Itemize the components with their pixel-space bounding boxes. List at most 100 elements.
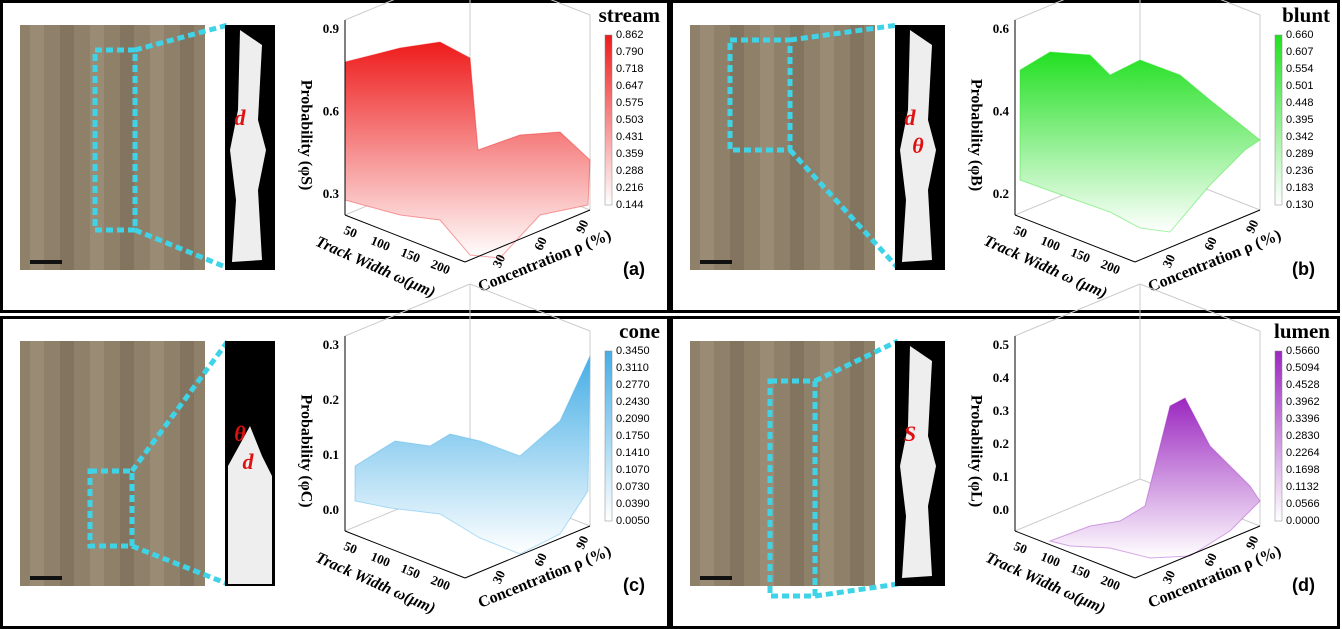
- x-tick-label: 100: [1039, 549, 1063, 570]
- x-tick-label: 200: [1099, 572, 1123, 593]
- mask-label: d: [905, 105, 917, 130]
- x-tick-label: 150: [1069, 560, 1093, 581]
- mask-shape: [900, 30, 936, 262]
- colorbar: [604, 350, 613, 522]
- panel-tag: (d): [1292, 575, 1315, 595]
- mask-label: θ: [234, 421, 246, 446]
- z-tick-label: 0.6: [993, 21, 1010, 36]
- x-tick-label: 100: [1039, 233, 1063, 254]
- colorbar-label: 0.2264: [1286, 447, 1320, 459]
- panel-border: [670, 316, 1340, 629]
- selection-box: [87, 468, 135, 549]
- cell-stripe: [180, 341, 194, 586]
- colorbar: [1274, 350, 1283, 522]
- zoom-line: [129, 339, 231, 473]
- colorbar-label: 0.2090: [616, 413, 650, 425]
- box-edge: [1139, 283, 1261, 332]
- micrograph: [690, 338, 900, 599]
- z-tick-label: 0.3: [323, 186, 340, 201]
- y-tick-label: 60: [531, 551, 550, 569]
- panel-tag: (a): [623, 259, 645, 279]
- x-axis: [344, 530, 466, 579]
- z-tick-label: 0.0: [993, 502, 1009, 517]
- cell-stripe: [30, 341, 44, 586]
- z-tick-label: 0.4: [993, 103, 1010, 118]
- box-edge: [1220, 0, 1261, 16]
- colorbar-label: 0.2830: [1286, 430, 1320, 442]
- zoom-line: [814, 581, 899, 599]
- z-tick-label: 0.1: [323, 447, 339, 462]
- z-tick-label: 0.5: [993, 337, 1010, 352]
- mask-label: d: [243, 449, 255, 474]
- surface: [344, 41, 591, 259]
- micrograph-bg: [20, 25, 205, 270]
- z-tick-label: 0.2: [323, 392, 339, 407]
- colorbar-label: 0.4528: [1286, 379, 1320, 391]
- y-axis: [464, 525, 591, 579]
- cell-stripe: [820, 341, 834, 586]
- x-axis: [344, 214, 466, 263]
- colorbar-label: 0.3110: [616, 362, 649, 374]
- colorbar-label: 0.501: [1286, 80, 1314, 92]
- x-tick-label: 100: [369, 233, 393, 254]
- cell-stripe: [760, 341, 774, 586]
- cell-stripe: [60, 341, 74, 586]
- y-tick-label: 30: [1159, 568, 1178, 586]
- colorbar-label: 0.3962: [1286, 396, 1320, 408]
- colorbar-label: 0.554: [1286, 63, 1314, 75]
- z-tick-label: 0.9: [323, 21, 340, 36]
- box-edge: [550, 0, 591, 16]
- x-tick-label: 150: [1069, 244, 1093, 265]
- colorbar-label: 0.289: [1286, 148, 1314, 160]
- colorbar-label: 0.718: [616, 63, 644, 75]
- z-tick-label: 0.2: [993, 436, 1009, 451]
- colorbar-label: 0.431: [616, 131, 644, 143]
- y-axis: [1134, 525, 1261, 579]
- micrograph: [20, 339, 231, 587]
- x-tick-label: 200: [429, 572, 453, 593]
- colorbar-label: 0.1410: [616, 447, 650, 459]
- mask-shape: [228, 426, 272, 584]
- colorbar-label: 0.790: [616, 46, 644, 58]
- panel-border: [0, 0, 670, 313]
- y-tick-label: 90: [1242, 533, 1261, 551]
- surface: [354, 355, 591, 555]
- z-tick-label: 0.1: [993, 469, 1009, 484]
- mask-shape: [900, 346, 936, 578]
- z-axis-label: Probability (φC): [297, 394, 314, 507]
- colorbar-label: 0.647: [616, 80, 644, 92]
- micrograph-bg: [690, 341, 875, 586]
- x-tick-label: 50: [1012, 538, 1030, 557]
- z-axis-label: Probability (φL): [967, 395, 984, 507]
- cell-stripe: [150, 25, 164, 270]
- colorbar-label: 0.0000: [1286, 515, 1320, 527]
- zoom-line: [788, 148, 900, 270]
- cell-stripe: [700, 25, 714, 270]
- panel-tag: (c): [623, 575, 645, 595]
- panel: θd 0.0 0.1 0.2 0.3 Probability (φC) 50 100 150 20…: [0, 283, 670, 629]
- colorbar-label: 0.5660: [1286, 345, 1320, 357]
- x-tick-label: 50: [1012, 222, 1030, 241]
- colorbar-label: 0.5094: [1286, 362, 1320, 374]
- colorbar: [1274, 34, 1283, 206]
- colorbar-label: 0.0730: [616, 481, 650, 493]
- cell-stripe: [790, 341, 804, 586]
- panel-border: [0, 316, 670, 629]
- colorbar-label: 0.448: [1286, 97, 1314, 109]
- mask-label: θ: [912, 133, 924, 158]
- y-tick-label: 90: [1242, 217, 1261, 235]
- colorbar-label: 0.342: [1286, 131, 1314, 143]
- cell-stripe: [850, 341, 864, 586]
- y-tick-label: 60: [1201, 551, 1220, 569]
- cell-stripe: [820, 25, 834, 270]
- colorbar-label: 0.2770: [616, 379, 650, 391]
- z-tick-label: 0.3: [993, 403, 1010, 418]
- box-edge: [344, 283, 471, 337]
- cell-stripe: [180, 25, 194, 270]
- y-tick-label: 30: [489, 252, 508, 270]
- x-tick-label: 50: [342, 222, 360, 241]
- cell-stripe: [60, 25, 74, 270]
